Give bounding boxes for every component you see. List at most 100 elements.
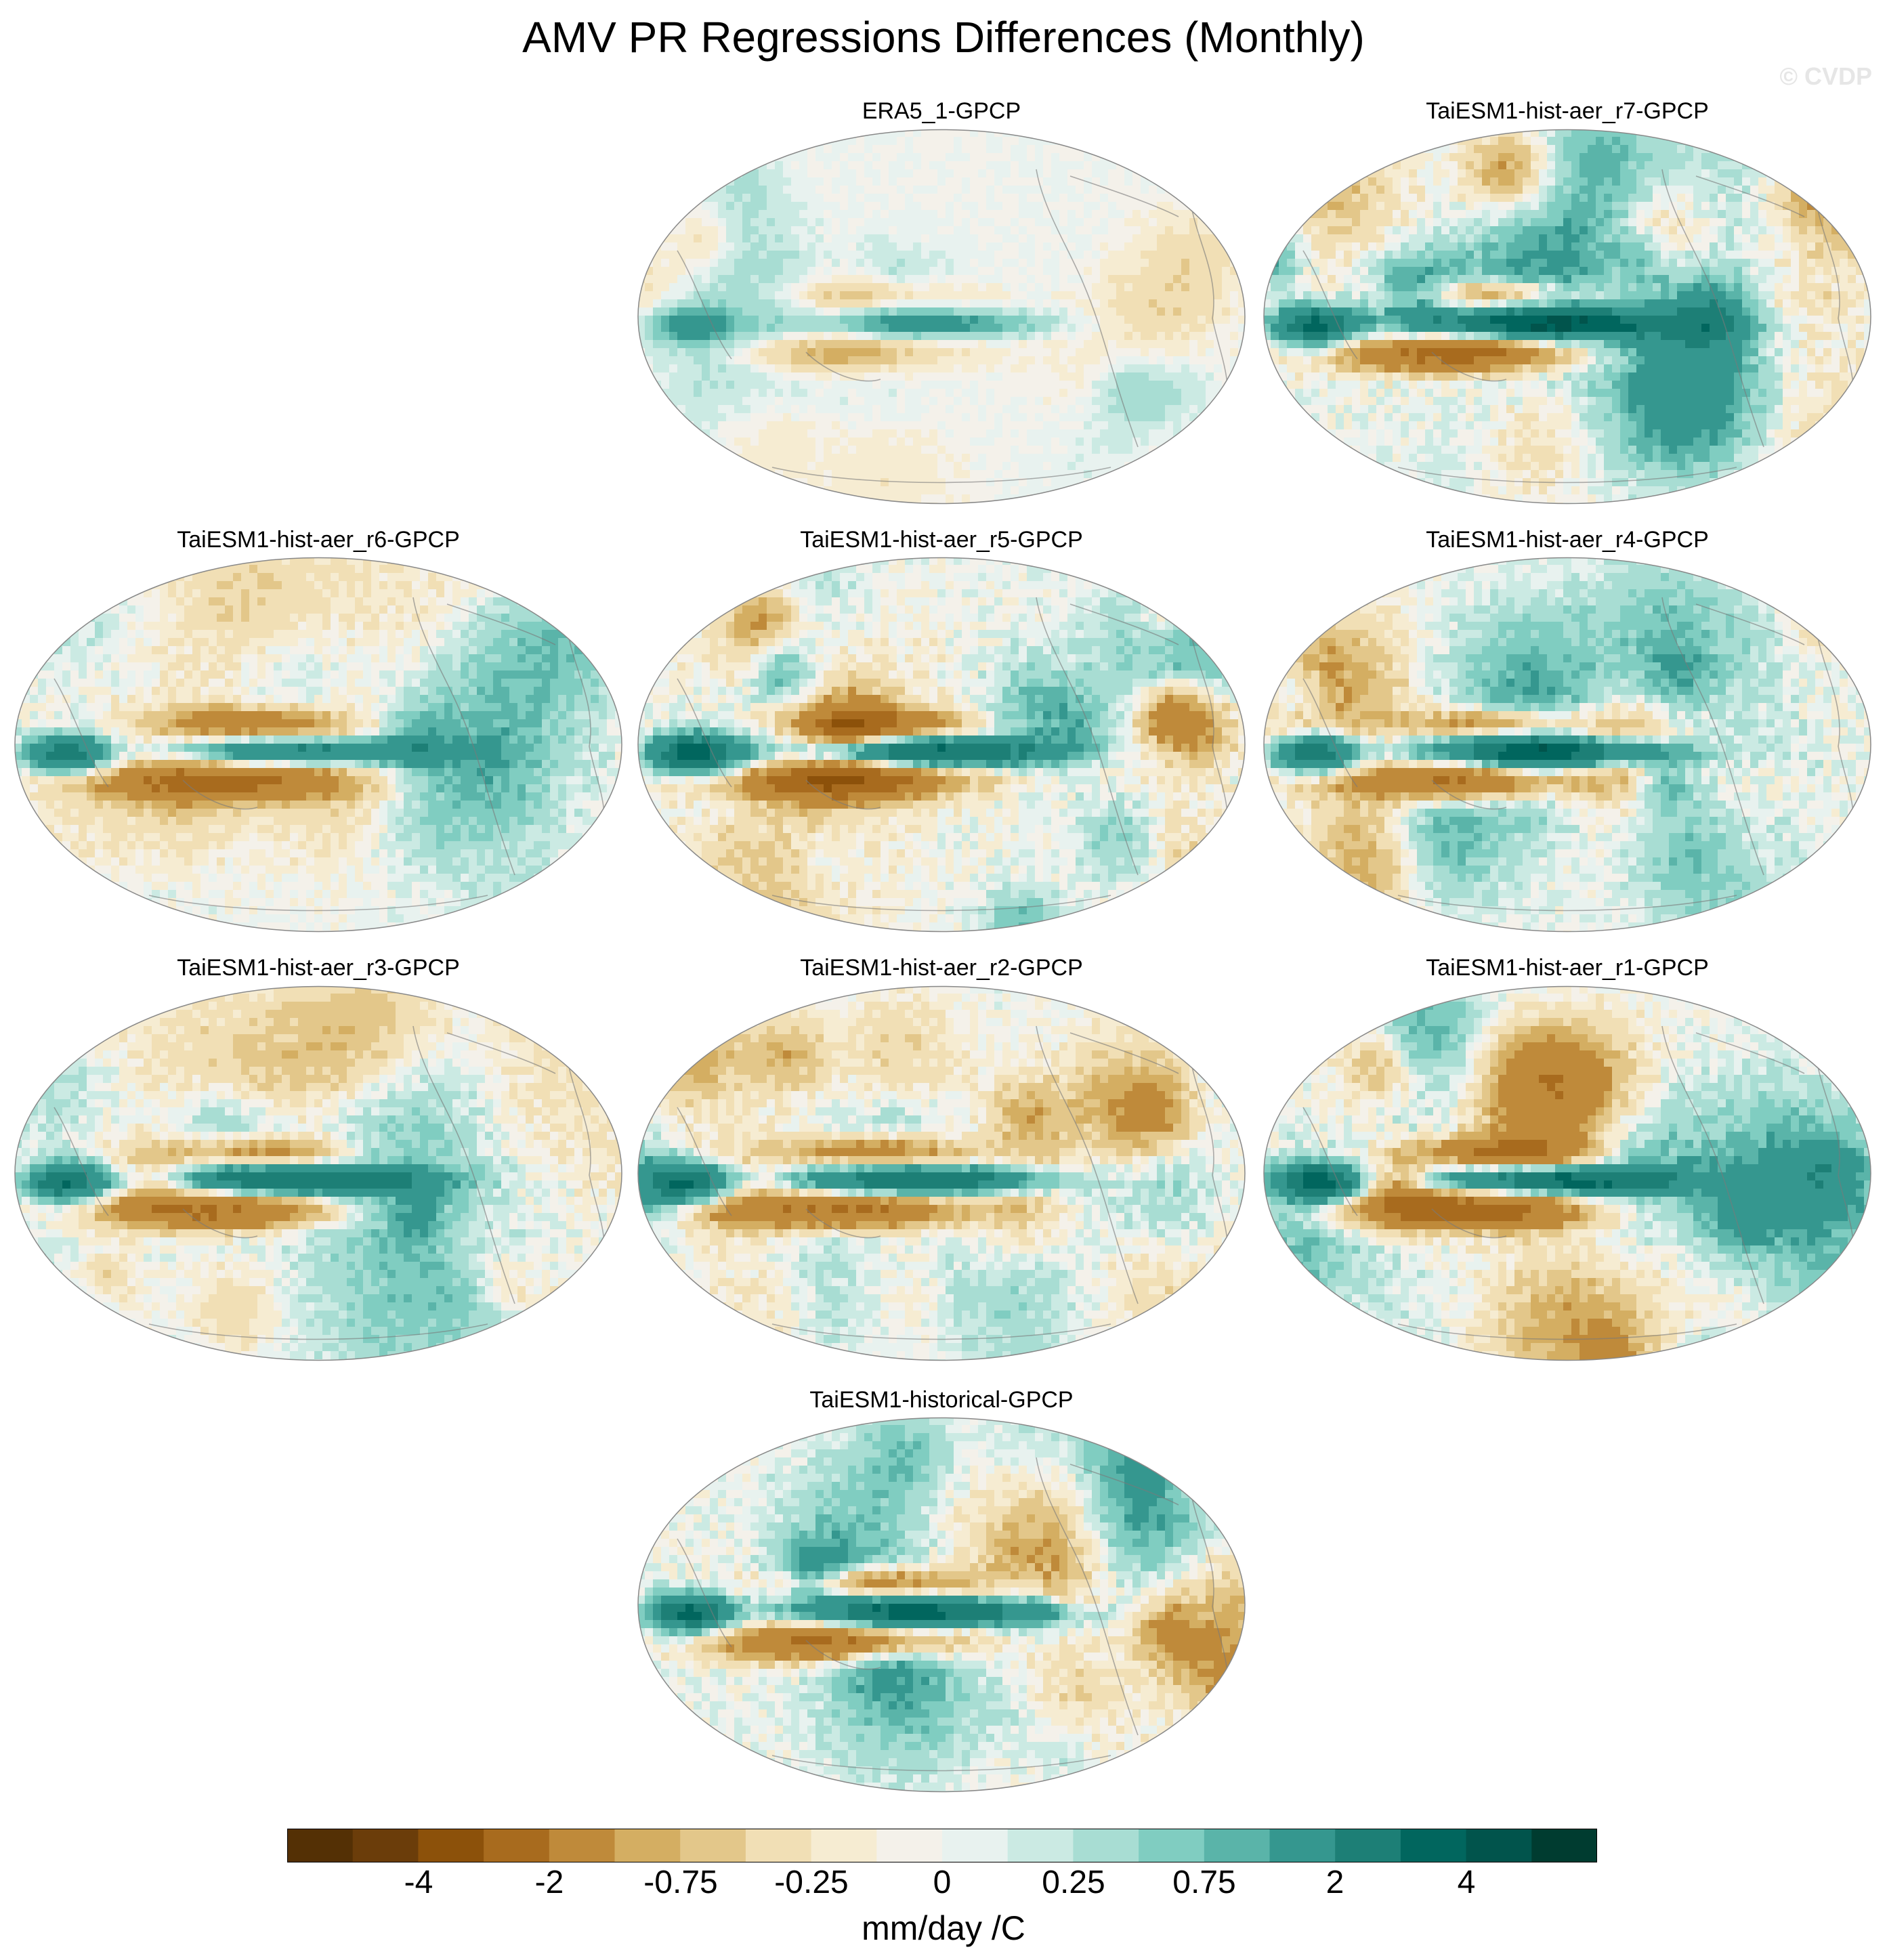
panel-title-r2: TaiESM1-hist-aer_r2-GPCP — [637, 955, 1246, 981]
coastline — [1302, 1107, 1358, 1216]
panel-title-r6: TaiESM1-hist-aer_r6-GPCP — [14, 527, 623, 553]
coastline — [1397, 467, 1737, 484]
colorbar-swatch — [1073, 1829, 1139, 1862]
panel-title-r7: TaiESM1-hist-aer_r7-GPCP — [1263, 98, 1872, 125]
coastline — [1397, 895, 1737, 912]
colorbar — [287, 1829, 1597, 1862]
colorbar-tick-label: -2 — [535, 1864, 564, 1901]
map-historical — [637, 1417, 1246, 1793]
coastline — [1695, 175, 1805, 217]
coastline — [1431, 351, 1507, 382]
map-border — [1263, 985, 1871, 1361]
colorbar-swatch — [549, 1829, 616, 1862]
coastline — [677, 250, 732, 360]
coastline — [182, 1208, 258, 1239]
coastline — [1695, 603, 1805, 645]
coastline — [1661, 1025, 1764, 1304]
map-border — [1263, 557, 1871, 933]
colorbar-tick-label: 0.25 — [1042, 1864, 1105, 1901]
coastline — [54, 1107, 109, 1216]
coastline — [1431, 1208, 1507, 1239]
coastline — [1069, 603, 1179, 645]
panel-title-r1: TaiESM1-hist-aer_r1-GPCP — [1263, 955, 1872, 981]
coastline — [1397, 1323, 1737, 1340]
coastline — [1431, 780, 1507, 810]
coastline — [771, 1755, 1111, 1772]
coastline — [1036, 1025, 1139, 1304]
colorbar-swatch — [1531, 1829, 1597, 1862]
coastline — [1036, 1457, 1139, 1736]
figure-title: AMV PR Regressions Differences (Monthly) — [0, 12, 1887, 62]
map-border — [1263, 129, 1871, 505]
coastline — [446, 1032, 556, 1074]
coastline — [805, 780, 881, 810]
colorbar-swatch — [1335, 1829, 1401, 1862]
cvdp-credit: © CVDP — [1779, 62, 1872, 91]
colorbar-swatch — [484, 1829, 550, 1862]
map-border — [637, 557, 1246, 933]
colorbar-swatch — [876, 1829, 943, 1862]
colorbar-swatch — [1269, 1829, 1336, 1862]
map-r1 — [1263, 985, 1871, 1361]
colorbar-swatch — [614, 1829, 681, 1862]
coastline — [148, 895, 488, 912]
coastline — [805, 351, 881, 382]
map-border — [637, 985, 1246, 1361]
colorbar-swatch — [1139, 1829, 1205, 1862]
colorbar-swatch — [352, 1829, 419, 1862]
colorbar-swatch — [942, 1829, 1009, 1862]
coastline — [805, 1208, 881, 1239]
colorbar-border — [287, 1829, 1597, 1862]
map-r5 — [637, 557, 1246, 933]
coastline — [412, 1025, 515, 1304]
colorbar-tick-label: 4 — [1458, 1864, 1476, 1901]
coastline — [54, 678, 109, 788]
map-border — [14, 985, 622, 1361]
coastline — [1036, 597, 1139, 876]
coastline — [1069, 1464, 1179, 1506]
map-r2 — [637, 985, 1246, 1361]
precip-field — [638, 129, 1245, 504]
precip-field — [1264, 986, 1871, 1361]
colorbar-swatch — [1204, 1829, 1271, 1862]
colorbar-swatch — [1007, 1829, 1074, 1862]
precip-field — [15, 986, 622, 1361]
colorbar-tick-label: 2 — [1326, 1864, 1344, 1901]
coastline — [677, 1538, 732, 1648]
map-border — [14, 557, 622, 933]
map-r7 — [1263, 129, 1871, 505]
colorbar-tick-label: -0.25 — [774, 1864, 848, 1901]
precip-field — [638, 557, 1245, 932]
coastline — [446, 603, 556, 645]
map-r6 — [14, 557, 622, 933]
colorbar-swatch — [1400, 1829, 1467, 1862]
precip-field — [1264, 557, 1871, 932]
precip-field — [638, 986, 1245, 1361]
colorbar-tick-label: -0.75 — [643, 1864, 717, 1901]
colorbar-swatch — [811, 1829, 877, 1862]
coastline — [677, 678, 732, 788]
coastline — [148, 1323, 488, 1340]
panel-title-era5: ERA5_1-GPCP — [637, 98, 1246, 125]
map-border — [637, 129, 1246, 505]
precip-field — [1264, 129, 1871, 504]
coastline — [1302, 678, 1358, 788]
coastline — [1036, 169, 1139, 448]
precip-field — [15, 557, 622, 932]
colorbar-swatch — [418, 1829, 484, 1862]
colorbar-tick-label: 0 — [933, 1864, 952, 1901]
colorbar-swatch — [287, 1829, 354, 1862]
colorbar-units: mm/day /C — [0, 1909, 1887, 1948]
colorbar-swatch — [1466, 1829, 1532, 1862]
colorbar-swatch — [745, 1829, 812, 1862]
coastline — [182, 780, 258, 810]
coastline — [677, 1107, 732, 1216]
panel-title-historical: TaiESM1-historical-GPCP — [637, 1387, 1246, 1413]
coastline — [412, 597, 515, 876]
map-border — [637, 1417, 1246, 1793]
coastline — [771, 467, 1111, 484]
colorbar-tick-label: -4 — [404, 1864, 433, 1901]
map-r3 — [14, 985, 622, 1361]
panel-title-r5: TaiESM1-hist-aer_r5-GPCP — [637, 527, 1246, 553]
panel-title-r3: TaiESM1-hist-aer_r3-GPCP — [14, 955, 623, 981]
